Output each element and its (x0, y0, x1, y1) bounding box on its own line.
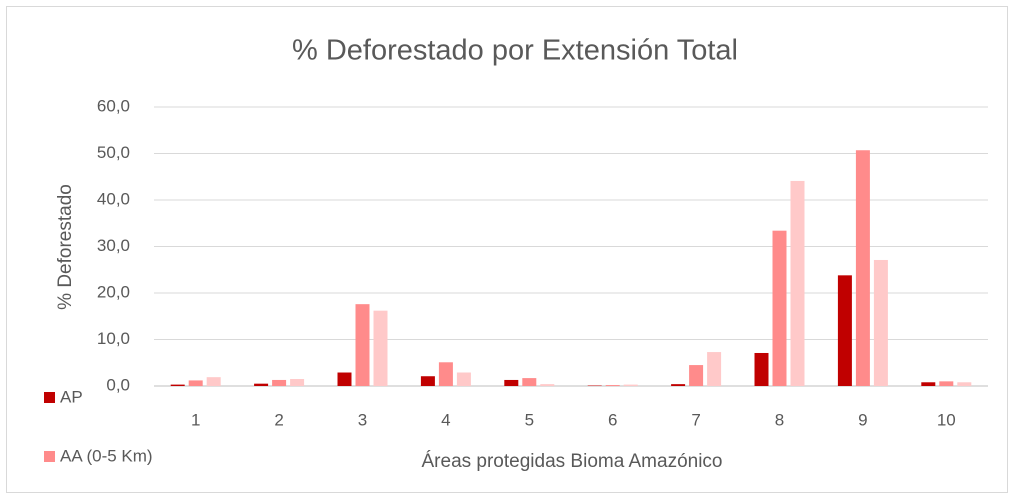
bar (605, 385, 620, 386)
bar (337, 372, 352, 386)
bar (355, 304, 370, 386)
legend-swatch (44, 451, 55, 462)
legend-swatch (44, 392, 55, 403)
bar (671, 384, 686, 386)
x-tick-label: 1 (191, 410, 200, 429)
bar (504, 379, 519, 386)
bar (522, 378, 537, 386)
y-tick-label: 40,0 (97, 189, 130, 208)
bar (540, 384, 555, 386)
x-tick-label: 9 (858, 410, 867, 429)
y-tick-label: 50,0 (97, 143, 130, 162)
bar (707, 352, 722, 386)
bar (921, 382, 936, 386)
bar (790, 180, 805, 386)
y-tick-label: 20,0 (97, 282, 130, 301)
bar (623, 384, 638, 386)
bar (754, 352, 769, 386)
bar (290, 379, 305, 386)
bar (855, 150, 870, 386)
x-tick-label: 6 (608, 410, 617, 429)
bar (170, 384, 185, 386)
bar (772, 230, 787, 386)
bar (373, 310, 388, 386)
bar (272, 379, 287, 386)
bar (957, 382, 972, 386)
x-tick-label: 3 (358, 410, 367, 429)
bar (188, 380, 203, 386)
legend-label: AA (0-5 Km) (60, 446, 153, 465)
legend-label: AP (60, 387, 83, 406)
x-tick-label: 5 (525, 410, 534, 429)
y-tick-label: 0,0 (106, 375, 130, 394)
x-tick-label: 2 (274, 410, 283, 429)
bar (939, 381, 954, 386)
x-tick-label: 8 (775, 410, 784, 429)
bar (837, 275, 852, 386)
x-tick-label: 10 (937, 410, 956, 429)
chart-title: % Deforestado por Extensión Total (292, 35, 738, 67)
y-tick-label: 60,0 (97, 96, 130, 115)
y-tick-label: 30,0 (97, 236, 130, 255)
bar (689, 365, 704, 386)
x-axis-title: Áreas protegidas Bioma Amazónico (422, 451, 723, 472)
y-tick-label: 10,0 (97, 329, 130, 348)
y-axis-title: % Deforestado (55, 184, 76, 310)
bar (254, 383, 269, 386)
x-tick-label: 7 (691, 410, 700, 429)
bar (873, 259, 888, 386)
bar (438, 362, 453, 386)
bar (456, 372, 471, 386)
x-tick-label: 4 (441, 410, 450, 429)
bar (420, 376, 435, 386)
chart-border (6, 6, 1008, 493)
bar (206, 377, 221, 386)
